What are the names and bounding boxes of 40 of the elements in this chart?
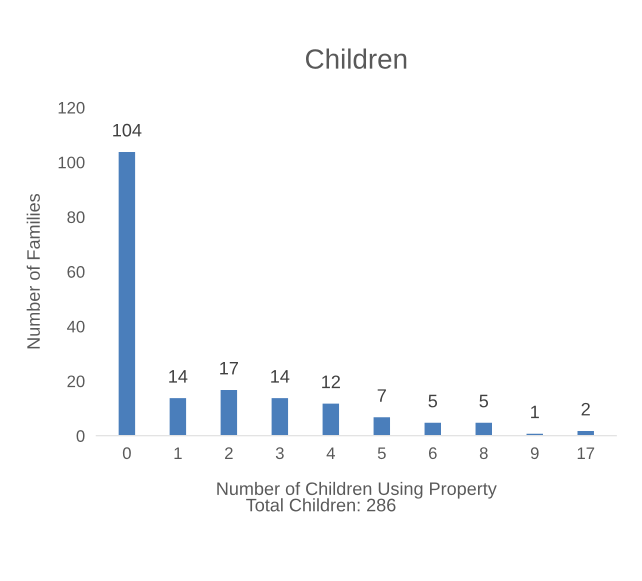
x-tick-label: 5 [378,447,386,460]
bar [576,430,596,436]
y-tick-label: 100 [58,156,85,168]
data-label: 14 [271,370,290,383]
data-label: 2 [582,402,590,416]
y-tick-label: 60 [68,266,85,278]
y-tick-label: 0 [76,430,85,442]
data-label: 7 [378,389,386,402]
y-tick-label: 120 [58,102,85,114]
bar [423,421,442,436]
data-label: 14 [169,370,188,383]
text: Total Children: 286 [246,498,396,512]
x-tick-label: 3 [276,447,284,460]
y-tick-label: 20 [67,375,85,388]
data-label: 104 [113,124,142,137]
x-tick-label: 8 [480,447,488,460]
y-tick-label: 40 [67,320,85,333]
x-tick-label: 2 [225,447,233,459]
data-label: 12 [322,375,340,388]
x-tick-label: 6 [428,447,437,460]
chart-title: Children [306,48,406,69]
x-tick-label: 4 [326,447,335,459]
y-tick-label: 80 [67,211,85,224]
x-axis-title: Number of Children Using Property [217,482,497,499]
x-tick-label: 1 [174,447,182,459]
bar [321,402,340,436]
bar [270,396,290,436]
bar [168,396,188,436]
data-label: 1 [531,406,539,418]
x-tick-label: 0 [122,447,131,460]
bar [474,421,494,436]
bar [372,416,392,436]
x-tick-label: 9 [530,447,539,460]
data-label: 17 [220,362,238,374]
x-tick-label: 17 [578,447,594,459]
data-label: 5 [479,394,488,408]
data-label: 5 [428,394,438,408]
bar [117,150,137,436]
y-axis-title: Number of Families [26,194,40,348]
bar [219,388,238,436]
